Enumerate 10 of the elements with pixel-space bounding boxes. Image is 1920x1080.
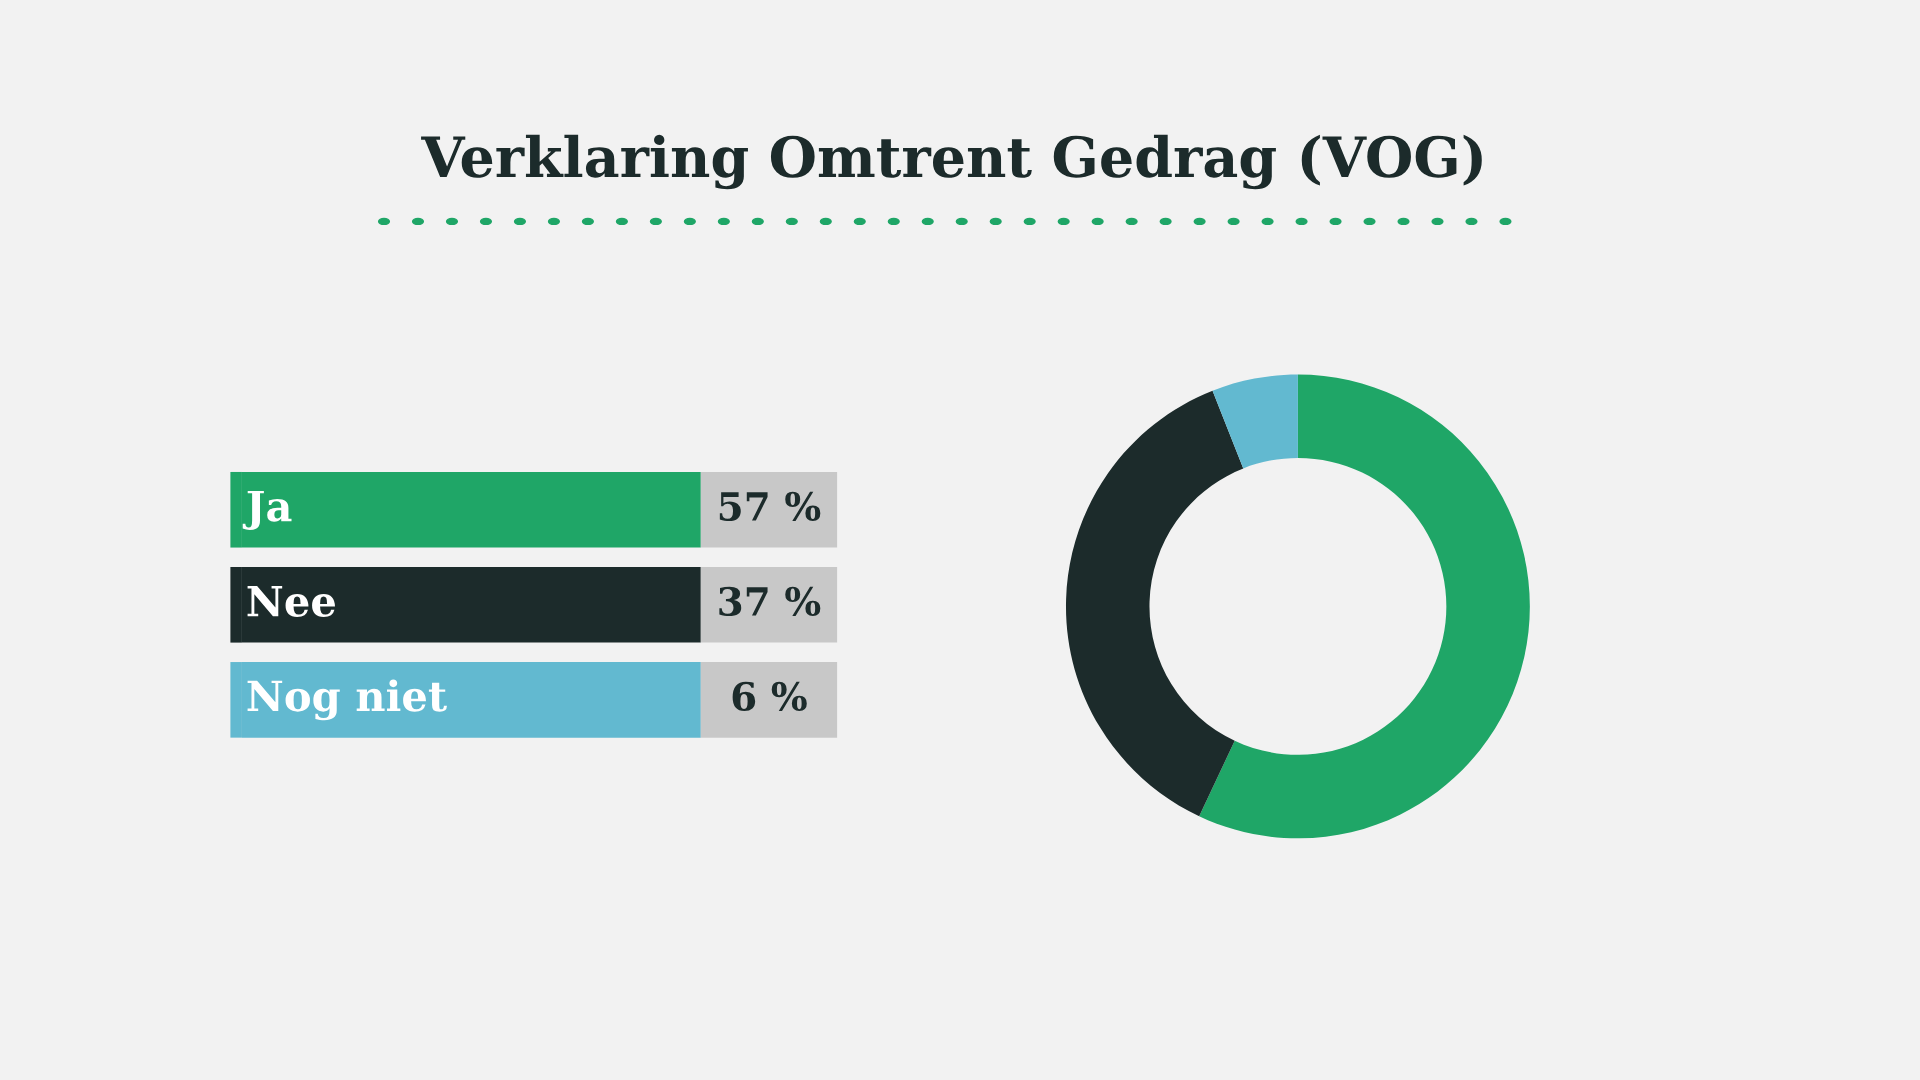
legend-label: Nee [247, 585, 335, 617]
chart-title: Verklaring Omtrent Gedrag (VOG) [421, 134, 1482, 190]
legend-label: Ja [242, 490, 292, 530]
data-label: 57 % [719, 491, 821, 522]
donut-slice [1199, 374, 1530, 839]
donut-slice [1066, 390, 1244, 817]
data-label: 6 % [732, 681, 807, 712]
donut-slice [1212, 374, 1298, 469]
data-label: 37 % [719, 586, 821, 617]
legend-label: Nog niet [247, 679, 447, 721]
